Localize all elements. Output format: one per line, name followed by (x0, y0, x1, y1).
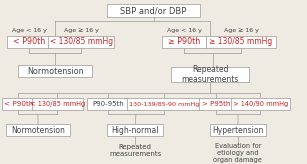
FancyBboxPatch shape (7, 36, 51, 48)
FancyBboxPatch shape (209, 124, 266, 136)
Text: Age < 16 y: Age < 16 y (167, 28, 202, 33)
Text: > P95th: > P95th (202, 101, 230, 107)
Text: Age ≥ 16 y: Age ≥ 16 y (64, 28, 99, 33)
FancyBboxPatch shape (206, 36, 276, 48)
Text: SBP and/or DBP: SBP and/or DBP (120, 6, 187, 15)
Text: High-normal: High-normal (111, 126, 159, 135)
FancyBboxPatch shape (231, 98, 290, 110)
FancyBboxPatch shape (49, 36, 115, 48)
FancyBboxPatch shape (107, 4, 200, 17)
Text: < 130/85 mmHg: < 130/85 mmHg (50, 37, 113, 46)
FancyBboxPatch shape (127, 98, 201, 110)
Text: Normotension: Normotension (11, 126, 65, 135)
FancyBboxPatch shape (87, 98, 129, 110)
FancyBboxPatch shape (162, 36, 206, 48)
Text: Age ≥ 16 y: Age ≥ 16 y (223, 28, 258, 33)
FancyBboxPatch shape (107, 124, 163, 136)
Text: P90-95th: P90-95th (92, 101, 124, 107)
FancyBboxPatch shape (171, 67, 250, 82)
Text: Repeated
measurements: Repeated measurements (182, 65, 239, 84)
Text: Repeated
measurements: Repeated measurements (109, 144, 161, 157)
Text: > 140/90 mmHg: > 140/90 mmHg (233, 101, 288, 107)
Text: ≥ 130/85 mmHg: ≥ 130/85 mmHg (209, 37, 273, 46)
Text: ≥ P90th: ≥ P90th (168, 37, 200, 46)
Text: Age < 16 y: Age < 16 y (12, 28, 47, 33)
Text: Hypertension: Hypertension (212, 126, 264, 135)
FancyBboxPatch shape (199, 98, 233, 110)
Text: < P90th: < P90th (13, 37, 45, 46)
FancyBboxPatch shape (18, 65, 92, 78)
Text: < P90th: < P90th (4, 101, 33, 107)
Text: < 130/85 mmHg: < 130/85 mmHg (30, 101, 85, 107)
FancyBboxPatch shape (6, 124, 70, 136)
Text: 130-139/85-90 mmHg: 130-139/85-90 mmHg (129, 102, 199, 107)
Text: Evaluation for
etiology and
organ damage: Evaluation for etiology and organ damage (213, 143, 262, 163)
FancyBboxPatch shape (32, 98, 83, 110)
Text: Normotension: Normotension (27, 67, 84, 76)
FancyBboxPatch shape (2, 98, 34, 110)
